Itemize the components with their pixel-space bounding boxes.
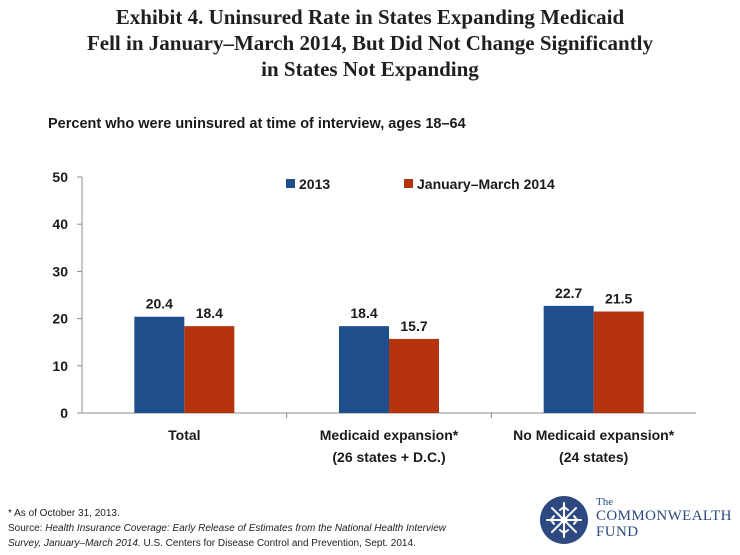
bar bbox=[543, 305, 594, 413]
source-label: Source: bbox=[8, 523, 46, 534]
category-label: (24 states) bbox=[559, 449, 628, 465]
y-tick-label: 40 bbox=[52, 216, 68, 232]
footnote: * As of October 31, 2013. Source: Health… bbox=[8, 506, 528, 551]
data-label: 21.5 bbox=[605, 291, 632, 307]
data-label: 18.4 bbox=[350, 305, 377, 321]
bar bbox=[593, 311, 644, 413]
legend-label: January–March 2014 bbox=[417, 176, 555, 192]
logo-commonwealth: COMMONWEALTH bbox=[596, 508, 732, 524]
category-label: (26 states + D.C.) bbox=[332, 449, 445, 465]
legend-label: 2013 bbox=[299, 176, 330, 192]
y-tick-label: 0 bbox=[60, 405, 68, 421]
bar bbox=[389, 338, 439, 413]
title-line-3: in States Not Expanding bbox=[261, 57, 479, 81]
data-label: 20.4 bbox=[146, 296, 173, 312]
commonwealth-fund-logo: The COMMONWEALTH FUND bbox=[538, 494, 734, 546]
y-tick-label: 30 bbox=[52, 263, 68, 279]
category-label: No Medicaid expansion* bbox=[513, 427, 675, 443]
y-tick-label: 20 bbox=[52, 311, 68, 327]
title-line-1: Exhibit 4. Uninsured Rate in States Expa… bbox=[115, 5, 625, 29]
chart-title: Exhibit 4. Uninsured Rate in States Expa… bbox=[0, 4, 740, 82]
data-label: 22.7 bbox=[555, 285, 582, 301]
category-label: Total bbox=[168, 427, 200, 443]
y-tick-label: 10 bbox=[52, 358, 68, 374]
title-line-2: Fell in January–March 2014, But Did Not … bbox=[86, 31, 654, 55]
source-title: Health Insurance Coverage: Early Release… bbox=[45, 523, 446, 534]
bar bbox=[339, 326, 389, 413]
source-rest: U.S. Centers for Disease Control and Pre… bbox=[140, 538, 416, 549]
data-label: 18.4 bbox=[196, 305, 223, 321]
footnote-source-line-1: Source: Health Insurance Coverage: Early… bbox=[8, 521, 528, 536]
snowflake-emblem-icon bbox=[540, 496, 588, 544]
logo-fund: FUND bbox=[596, 524, 639, 540]
source-title-cont: Survey, January–March 2014. bbox=[8, 538, 141, 549]
bar bbox=[184, 326, 235, 413]
logo-the: The bbox=[596, 496, 614, 508]
bar bbox=[134, 316, 185, 413]
footnote-source-line-2: Survey, January–March 2014. U.S. Centers… bbox=[8, 536, 528, 551]
category-label: Medicaid expansion* bbox=[320, 427, 459, 443]
logo-wordmark: The COMMONWEALTH FUND bbox=[596, 496, 732, 540]
chart-subtitle: Percent who were uninsured at time of in… bbox=[48, 116, 466, 132]
footnote-asterisk: * As of October 31, 2013. bbox=[8, 508, 120, 519]
data-label: 15.7 bbox=[400, 318, 427, 334]
bar-chart: 0 10 20 30 40 50 20.4 18.4 Total 18.4 15.7 Medicaid… bbox=[52, 169, 696, 465]
legend-swatch bbox=[286, 179, 295, 188]
legend-swatch bbox=[404, 179, 413, 188]
y-tick-label: 50 bbox=[52, 169, 68, 185]
